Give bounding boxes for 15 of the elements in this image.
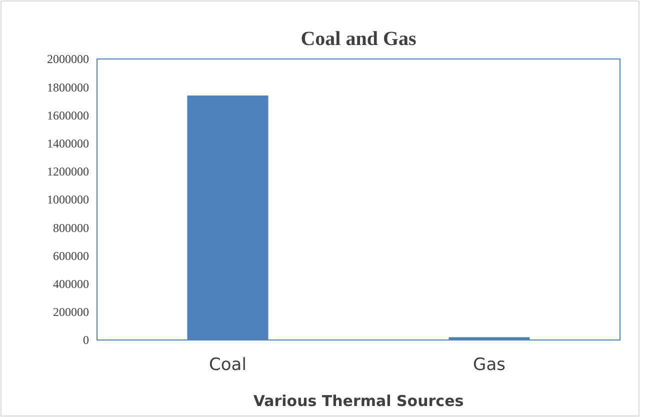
y-tick-label: 1200000 [47,164,89,179]
y-tick-label: 400000 [53,277,89,291]
y-tick-label: 800000 [53,220,89,235]
x-tick-label: Gas [473,355,506,375]
y-tick-label: 1000000 [47,192,89,207]
y-tick-label: 1400000 [47,136,89,150]
y-tick-label: 0 [83,333,89,348]
y-tick-label: 1800000 [47,80,89,94]
y-tick-label: 2000000 [47,52,89,66]
x-tick-label: Coal [209,355,246,375]
y-tick-label: 1600000 [47,108,89,122]
y-tick-label: 200000 [53,305,89,320]
chart-title: Coal and Gas [300,28,417,50]
x-axis-title: Various Thermal Sources [253,392,464,410]
y-tick-label: 600000 [53,248,89,263]
